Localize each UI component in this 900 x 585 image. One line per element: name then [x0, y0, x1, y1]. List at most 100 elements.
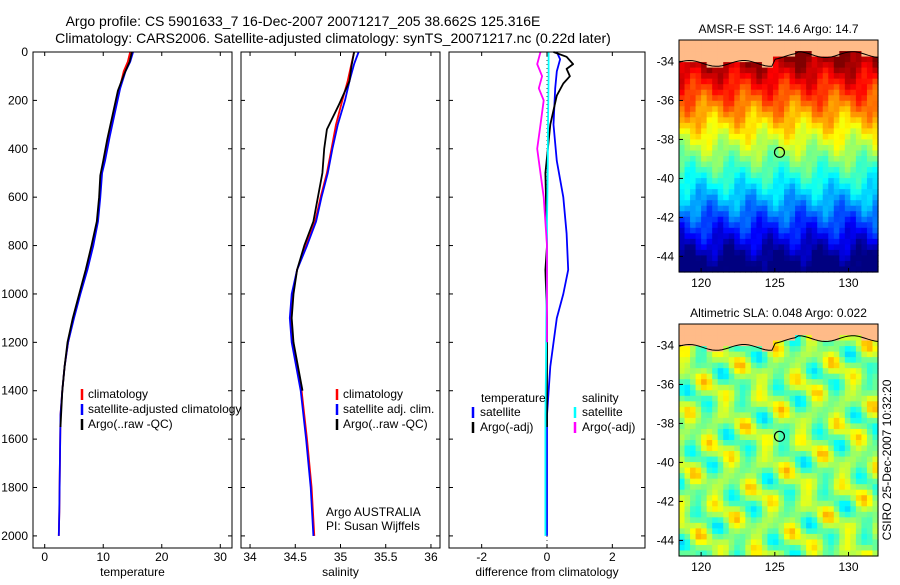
heatmap-cell — [712, 434, 719, 441]
heatmap-cell — [817, 95, 824, 102]
heatmap-cell — [861, 89, 868, 96]
heatmap-cell — [795, 178, 802, 185]
heatmap-cell — [806, 384, 813, 391]
heatmap-cell — [745, 495, 752, 502]
heatmap-cell — [745, 467, 752, 474]
ytick-label: 400 — [8, 142, 28, 156]
legend-label: satellite — [582, 405, 623, 419]
heatmap-cell — [828, 550, 835, 557]
heatmap-cell — [800, 533, 807, 541]
heatmap-cell — [866, 255, 874, 262]
heatmap-cell — [761, 260, 769, 268]
heatmap-cell — [745, 227, 752, 234]
heatmap-cell — [679, 324, 686, 331]
heatmap-cell — [695, 500, 702, 507]
heatmap-cell — [800, 373, 807, 380]
heatmap-cell — [767, 462, 774, 469]
heatmap-cell — [745, 401, 752, 408]
heatmap-cell — [772, 156, 780, 163]
heatmap-cell — [734, 462, 741, 469]
heatmap-cell — [745, 255, 752, 262]
heatmap-cell — [855, 200, 863, 207]
heatmap-cell — [844, 335, 851, 342]
heatmap-cell — [789, 340, 796, 347]
heatmap-cell — [806, 340, 813, 347]
heatmap-cell — [811, 335, 818, 342]
heatmap-cell — [767, 440, 774, 447]
heatmap-cell — [833, 211, 840, 218]
heatmap-cell — [712, 266, 719, 273]
heatmap-cell — [734, 539, 741, 546]
heatmap-cell — [745, 445, 752, 452]
heatmap-cell — [839, 379, 846, 386]
heatmap-cell — [784, 423, 791, 430]
heatmap-cell — [772, 227, 780, 234]
heatmap-cell — [712, 417, 719, 425]
heatmap-cell — [872, 249, 879, 257]
heatmap-cell — [872, 506, 879, 513]
heatmap-cell — [839, 244, 846, 251]
heatmap-cell — [767, 539, 774, 546]
heatmap-cell — [712, 249, 719, 257]
heatmap-cell — [855, 406, 863, 413]
heatmap-cell — [872, 255, 879, 262]
heatmap-cell — [844, 379, 851, 386]
heatmap-cell — [701, 489, 708, 496]
profile-location-marker — [773, 146, 786, 158]
heatmap-cell — [728, 67, 735, 74]
heatmap-cell — [789, 539, 796, 546]
heatmap-cell — [866, 106, 874, 113]
heatmap-cell — [712, 478, 719, 485]
heatmap-cell — [767, 178, 774, 185]
heatmap-cell — [861, 40, 868, 47]
heatmap-cell — [855, 539, 863, 546]
heatmap-cell — [817, 395, 824, 402]
heatmap-cell — [872, 238, 879, 245]
heatmap-cell — [723, 362, 730, 369]
heatmap-cell — [872, 484, 879, 491]
heatmap-cell — [828, 434, 835, 441]
heatmap-cell — [767, 122, 774, 129]
heatmap-cell — [811, 260, 818, 268]
heatmap-cell — [723, 227, 730, 234]
heatmap-cell — [817, 89, 824, 96]
heatmap-cell — [850, 222, 857, 229]
heatmap-cell — [767, 401, 774, 408]
heatmap-cell — [811, 144, 818, 152]
heatmap-cell — [872, 445, 879, 452]
heatmap-cell — [756, 249, 763, 257]
heatmap-cell — [861, 423, 868, 430]
ytick-label: -36 — [657, 377, 675, 391]
heatmap-cell — [750, 100, 757, 107]
heatmap-cell — [772, 139, 780, 146]
heatmap-cell — [806, 84, 813, 91]
heatmap-cell — [806, 401, 813, 408]
heatmap-cell — [811, 406, 818, 413]
xtick-label: 34.5 — [284, 550, 308, 564]
heatmap-cell — [767, 73, 774, 80]
heatmap-cell — [723, 473, 730, 480]
heatmap-cell — [784, 511, 791, 518]
heatmap-cell — [811, 89, 818, 96]
heatmap-cell — [800, 406, 807, 413]
heatmap-cell — [679, 528, 686, 535]
heatmap-cell — [723, 533, 730, 541]
heatmap-cell — [712, 62, 719, 69]
heatmap-cell — [866, 200, 874, 207]
heatmap-cell — [822, 406, 829, 413]
heatmap-cell — [784, 40, 791, 47]
ytick-label: 800 — [8, 239, 28, 253]
heatmap-cell — [734, 100, 741, 107]
heatmap-cell — [855, 194, 863, 201]
heatmap-cell — [706, 178, 713, 185]
heatmap-cell — [767, 340, 774, 347]
heatmap-cell — [690, 473, 697, 480]
heatmap-cell — [728, 233, 735, 240]
heatmap-cell — [772, 100, 780, 107]
heatmap-cell — [784, 489, 791, 496]
heatmap-cell — [684, 395, 691, 402]
heatmap-cell — [839, 150, 846, 157]
heatmap-cell — [806, 373, 813, 380]
heatmap-cell — [745, 172, 752, 179]
heatmap-cell — [833, 456, 840, 463]
